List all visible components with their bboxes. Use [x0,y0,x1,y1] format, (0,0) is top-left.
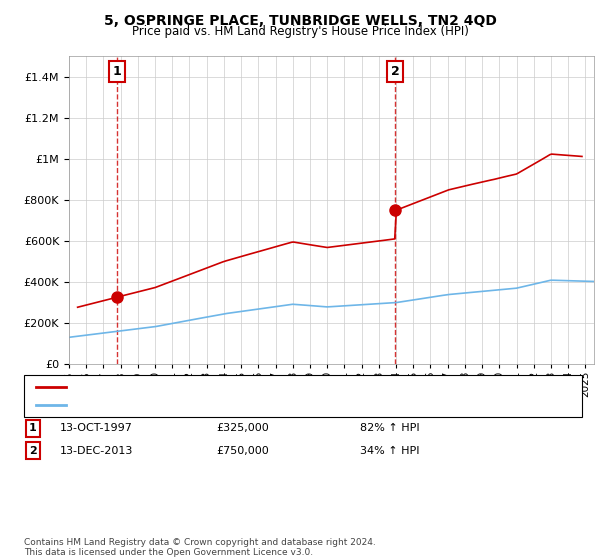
Text: 2: 2 [391,66,400,78]
Text: Contains HM Land Registry data © Crown copyright and database right 2024.
This d: Contains HM Land Registry data © Crown c… [24,538,376,557]
Text: £325,000: £325,000 [216,423,269,433]
Text: Price paid vs. HM Land Registry's House Price Index (HPI): Price paid vs. HM Land Registry's House … [131,25,469,38]
Text: HPI: Average price, detached house, Tunbridge Wells: HPI: Average price, detached house, Tunb… [72,400,347,410]
Text: 5, OSPRINGE PLACE, TUNBRIDGE WELLS, TN2 4QD (detached house): 5, OSPRINGE PLACE, TUNBRIDGE WELLS, TN2 … [72,382,430,392]
Text: 34% ↑ HPI: 34% ↑ HPI [360,446,419,456]
Text: 13-DEC-2013: 13-DEC-2013 [60,446,133,456]
Text: 1: 1 [29,423,37,433]
Text: 82% ↑ HPI: 82% ↑ HPI [360,423,419,433]
Text: 5, OSPRINGE PLACE, TUNBRIDGE WELLS, TN2 4QD: 5, OSPRINGE PLACE, TUNBRIDGE WELLS, TN2 … [104,14,496,28]
Text: 2: 2 [29,446,37,456]
Text: 1: 1 [112,66,121,78]
Text: 13-OCT-1997: 13-OCT-1997 [60,423,133,433]
Text: £750,000: £750,000 [216,446,269,456]
